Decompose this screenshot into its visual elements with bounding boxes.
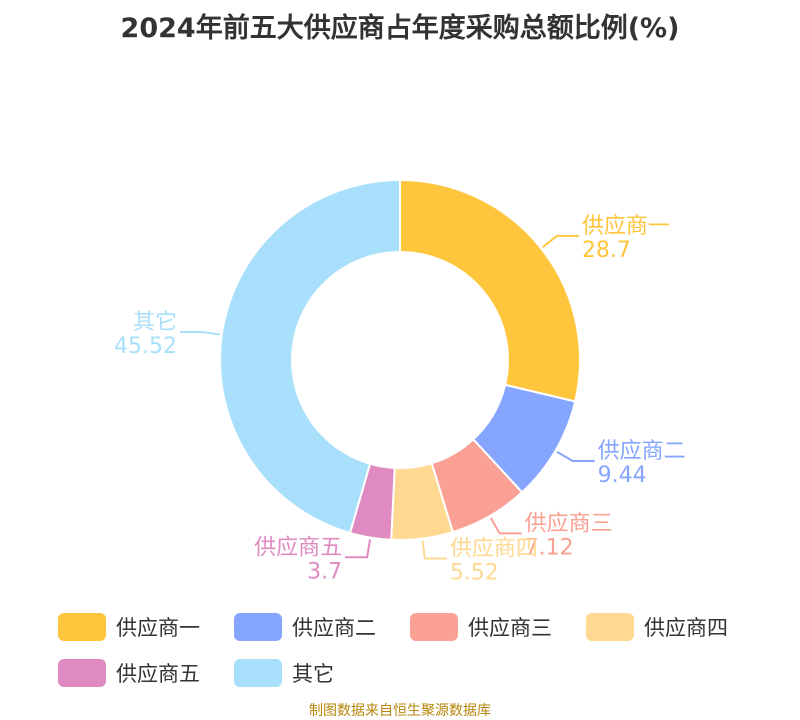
leader-line-4	[421, 540, 447, 560]
leader-line-6	[179, 330, 220, 336]
slice-value-6: 45.52	[114, 334, 177, 359]
legend-label: 供应商一	[116, 616, 200, 640]
slice-value-3: 7.12	[525, 535, 574, 560]
slice-value-5: 3.7	[307, 559, 342, 584]
legend-item-4[interactable]: 供应商四	[586, 612, 728, 642]
legend-label: 供应商五	[116, 662, 200, 686]
slice-label-2: 供应商二	[598, 439, 686, 464]
legend-swatch	[58, 659, 106, 687]
legend-swatch	[410, 613, 458, 641]
slice-label-5: 供应商五	[254, 535, 342, 560]
legend-label: 供应商四	[644, 616, 728, 640]
legend-swatch	[234, 613, 282, 641]
slice-value-2: 9.44	[598, 463, 647, 488]
legend-label: 其它	[292, 662, 334, 686]
slice-label-1: 供应商一	[582, 214, 670, 239]
legend-swatch	[586, 613, 634, 641]
slice-value-4: 5.52	[450, 560, 499, 585]
chart-title: 2024年前五大供应商占年度采购总额比例(%)	[120, 13, 680, 44]
legend-item-3[interactable]: 供应商三	[410, 612, 552, 642]
slice-value-1: 28.7	[582, 238, 631, 263]
slice-label-4: 供应商四	[450, 536, 538, 561]
slice-label-3: 供应商三	[525, 511, 613, 536]
slice-label-6: 其它	[133, 310, 177, 335]
legend-swatch	[234, 659, 282, 687]
source-note: 制图数据来自恒生聚源数据库	[309, 703, 491, 719]
leader-line-1	[542, 234, 579, 248]
legend-label: 供应商三	[468, 616, 552, 640]
leader-line-5	[345, 539, 372, 559]
slice-6[interactable]	[219, 178, 401, 535]
leader-line-2	[556, 450, 595, 462]
leader-line-3	[489, 517, 522, 535]
legend-swatch	[58, 613, 106, 641]
legend-item-6[interactable]: 其它	[234, 658, 334, 688]
legend-item-1[interactable]: 供应商一	[58, 612, 200, 642]
legend-item-2[interactable]: 供应商二	[234, 612, 376, 642]
legend-label: 供应商二	[292, 616, 376, 640]
slice-1[interactable]	[399, 178, 581, 403]
legend-item-5[interactable]: 供应商五	[58, 658, 200, 688]
